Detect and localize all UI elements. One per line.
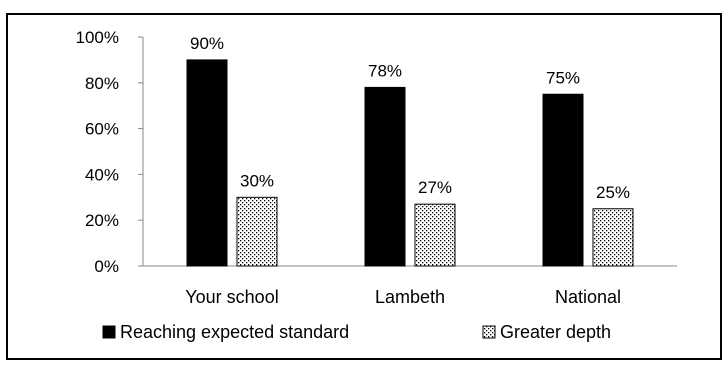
legend-swatch-greater-depth [482, 325, 496, 339]
data-label: 25% [596, 183, 630, 202]
chart-border [6, 13, 722, 360]
y-tick-label: 0% [94, 257, 119, 276]
data-label: 78% [368, 61, 402, 80]
legend-label: Reaching expected standard [120, 322, 349, 342]
y-tick-label: 20% [85, 211, 119, 230]
y-tick-label: 80% [85, 74, 119, 93]
bar-greater-depth [414, 203, 456, 267]
bar-expected [186, 59, 228, 267]
legend-swatch-expected [102, 325, 116, 339]
y-tick-label: 100% [76, 28, 119, 47]
legend-label: Greater depth [500, 322, 611, 342]
bar-expected [364, 86, 406, 267]
y-tick-label: 40% [85, 165, 119, 184]
data-label: 75% [546, 68, 580, 87]
bar-greater-depth [592, 208, 634, 267]
bar-expected [542, 93, 584, 267]
bar-greater-depth [236, 196, 278, 267]
y-tick-label: 60% [85, 120, 119, 139]
data-label: 27% [418, 178, 452, 197]
data-label: 30% [240, 171, 274, 190]
data-label: 90% [190, 34, 224, 53]
x-category-label: Lambeth [375, 287, 445, 307]
x-category-label: Your school [185, 287, 278, 307]
x-category-label: National [555, 287, 621, 307]
